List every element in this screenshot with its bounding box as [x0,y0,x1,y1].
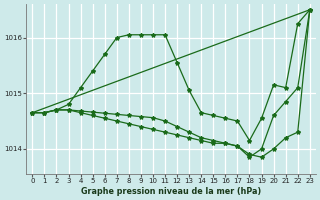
X-axis label: Graphe pression niveau de la mer (hPa): Graphe pression niveau de la mer (hPa) [81,187,261,196]
